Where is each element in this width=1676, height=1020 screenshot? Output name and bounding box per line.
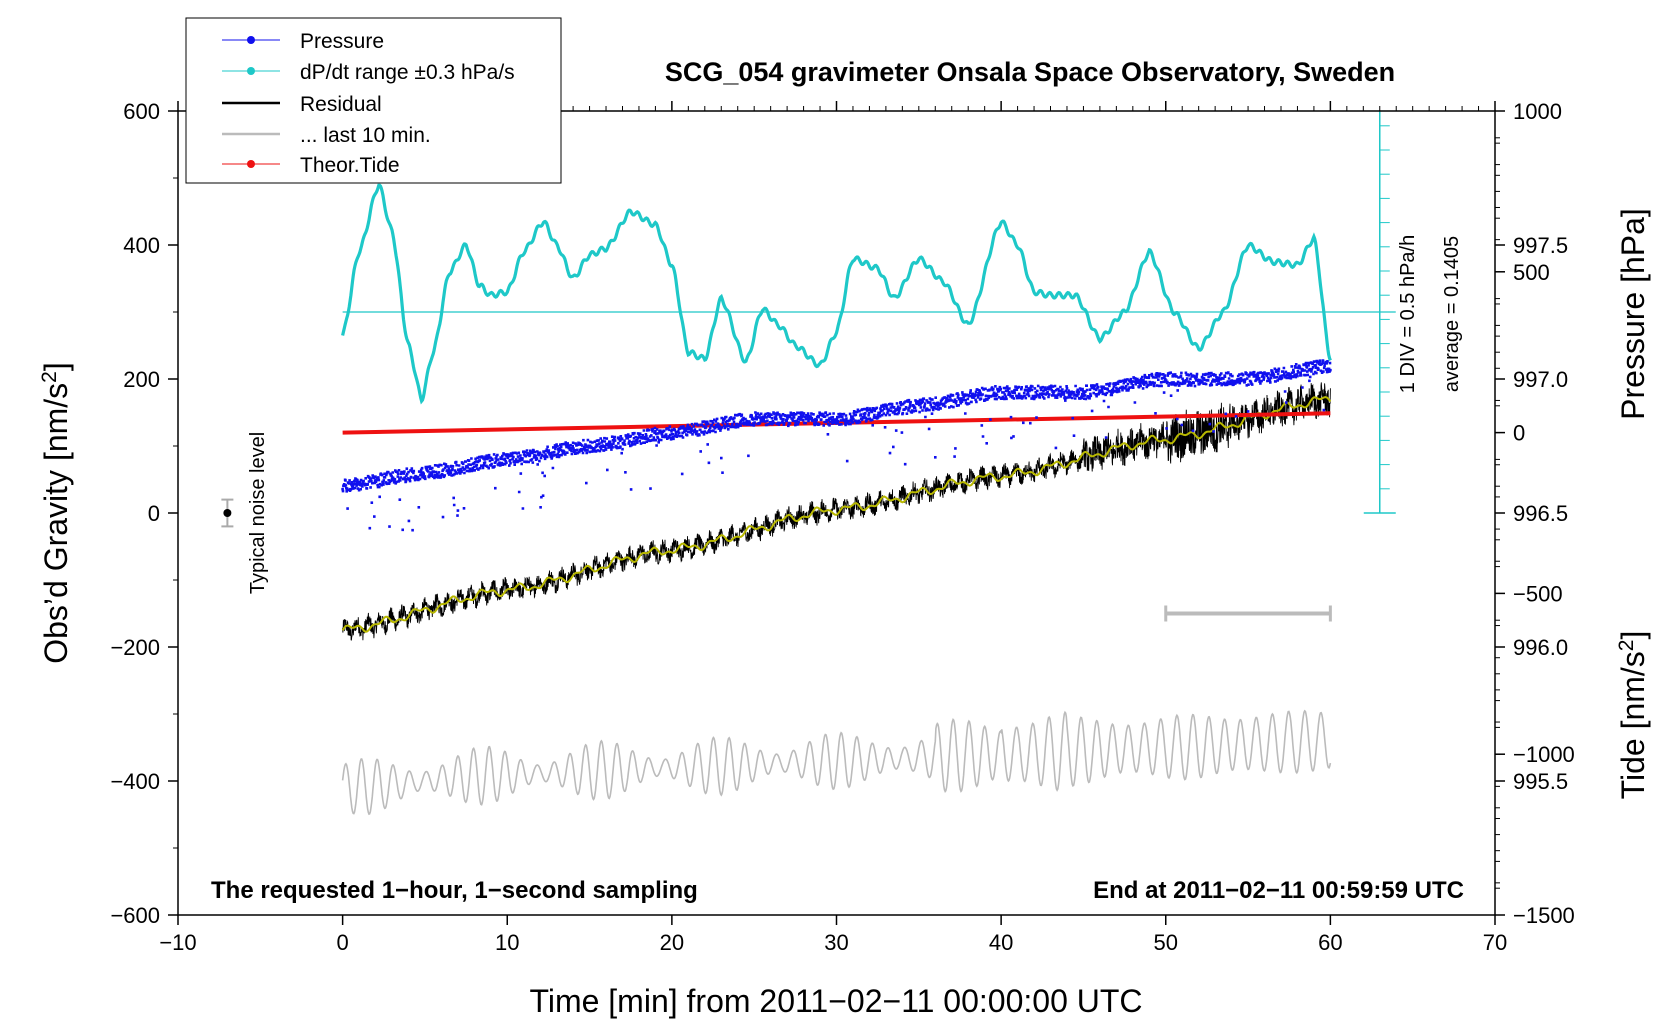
tide-title-sup: 2 — [1615, 640, 1638, 652]
legend-marker-tide — [247, 160, 255, 168]
x-tick-label: 20 — [660, 930, 684, 955]
x-axis-title: Time [min] from 2011−02−11 00:00:00 UTC — [529, 983, 1142, 1019]
legend-marker-dpdt — [247, 67, 255, 75]
x-tick-label: 10 — [495, 930, 519, 955]
dpdt-series — [341, 183, 1332, 405]
x-tick-label: 60 — [1318, 930, 1342, 955]
plot-frame — [177, 110, 1496, 916]
legend-label-residual: Residual — [300, 93, 382, 116]
note-div: 1 DIV = 0.5 hPa/h — [1397, 235, 1419, 393]
gravity-tick-label: −400 — [110, 769, 160, 794]
legend-marker-pressure — [247, 36, 255, 44]
pressure-tick-label: 996.0 — [1513, 635, 1568, 660]
tide-tick-label: −500 — [1513, 581, 1563, 606]
gravity-tick-label: 600 — [123, 99, 160, 124]
x-tick-label: 30 — [824, 930, 848, 955]
note-end-time: End at 2011−02−11 00:59:59 UTC — [1093, 877, 1464, 904]
tide-title-main: Tide [nm/s — [1615, 651, 1651, 799]
tide-tick-label: 0 — [1513, 421, 1525, 446]
y-axis-title-gravity: Obs’d Gravity [nm/s2] — [38, 362, 75, 664]
residual-series — [342, 382, 1331, 641]
legend-label-pressure: Pressure — [300, 30, 384, 53]
tide-tick-label: 500 — [1513, 260, 1550, 285]
legend-label-dpdt: dP/dt range ±0.3 hPa/s — [300, 61, 515, 84]
gravity-tick-label: 400 — [123, 233, 160, 258]
tide-tick-label: −1500 — [1513, 903, 1575, 928]
note-sampling: The requested 1−hour, 1−second sampling — [211, 877, 698, 904]
legend-box — [185, 17, 562, 184]
pressure-tick-label: 995.5 — [1513, 769, 1568, 794]
last10-series — [341, 709, 1332, 816]
gravity-title-sup: 2 — [38, 371, 61, 383]
gravity-tick-label: 0 — [148, 501, 160, 526]
y-axis-title-tide: Tide [nm/s2] — [1615, 631, 1652, 800]
data-layer — [221, 111, 1396, 816]
tide-tick-label: −1000 — [1513, 742, 1575, 767]
pressure-tick-label: 997.5 — [1513, 233, 1568, 258]
gravity-title-main: Obs’d Gravity [nm/s — [38, 383, 74, 664]
gravity-tick-label: −600 — [110, 903, 160, 928]
x-tick-label: 40 — [989, 930, 1013, 955]
noise-point — [223, 509, 232, 517]
legend-label-last10: ... last 10 min. — [300, 124, 431, 147]
tide-tick-label: 1000 — [1513, 99, 1562, 124]
y-axis-title-pressure: Pressure [hPa] — [1615, 208, 1651, 420]
residual-smoothed-series — [341, 395, 1332, 633]
pressure-tick-label: 996.5 — [1513, 501, 1568, 526]
gravity-tick-label: −200 — [110, 635, 160, 660]
gravity-title-close: ] — [38, 362, 74, 371]
x-tick-label: 70 — [1483, 930, 1507, 955]
pressure-series — [341, 359, 1332, 532]
x-tick-label: 50 — [1154, 930, 1178, 955]
chart-title: SCG_054 gravimeter Onsala Space Observat… — [665, 57, 1395, 87]
legend: Pressure dP/dt range ±0.3 hPa/s Residual… — [185, 17, 562, 184]
note-average: average = 0.1405 — [1441, 236, 1463, 392]
note-noise-level: Typical noise level — [247, 432, 269, 594]
axes-layer: −10 0 10 20 30 40 50 60 70 −600 −400 −200 0 200 400 600… — [110, 99, 1574, 955]
tide-title-close: ] — [1615, 631, 1651, 640]
gravity-tick-label: 200 — [123, 367, 160, 392]
x-tick-label: −10 — [159, 930, 196, 955]
x-tick-label: 0 — [337, 930, 349, 955]
legend-label-tide: Theor.Tide — [300, 154, 400, 177]
pressure-tick-label: 997.0 — [1513, 367, 1568, 392]
